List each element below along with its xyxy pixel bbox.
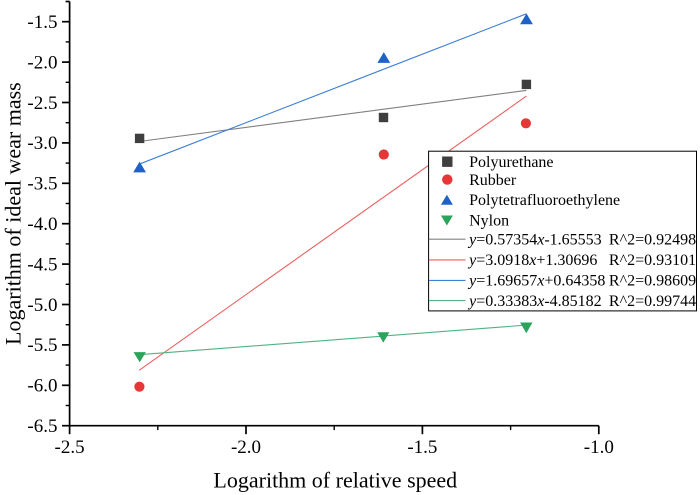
svg-text:R^2=0.93101: R^2=0.93101 [609,252,696,269]
svg-text:y=0.33383x-4.85182: y=0.33383x-4.85182 [467,293,602,310]
svg-text:Polytetrafluoroethylene: Polytetrafluoroethylene [469,192,620,209]
svg-text:-2.0: -2.0 [231,437,261,458]
svg-text:Polyurethane: Polyurethane [469,154,553,171]
svg-text:Rubber: Rubber [469,172,517,189]
svg-text:R^2=0.99744: R^2=0.99744 [609,293,696,310]
svg-text:-5.0: -5.0 [27,295,57,316]
svg-text:-6.5: -6.5 [27,416,57,437]
svg-text:R^2=0.98609: R^2=0.98609 [609,273,696,290]
svg-text:-1.0: -1.0 [584,437,614,458]
svg-text:-5.5: -5.5 [27,335,57,356]
svg-text:-6.0: -6.0 [27,376,57,397]
svg-text:y=0.57354x-1.65553: y=0.57354x-1.65553 [467,232,602,249]
svg-text:-2.5: -2.5 [55,437,85,458]
svg-text:-4.0: -4.0 [27,214,57,235]
svg-text:-3.5: -3.5 [27,174,57,195]
svg-text:-2.0: -2.0 [27,52,57,73]
svg-text:y=1.69657x+0.64358: y=1.69657x+0.64358 [467,273,605,290]
svg-text:Nylon: Nylon [469,213,509,230]
svg-text:-2.5: -2.5 [27,93,57,114]
svg-text:R^2=0.92498: R^2=0.92498 [609,232,696,249]
svg-text:Logarithm of relative speed: Logarithm of relative speed [213,468,457,493]
svg-text:-1.5: -1.5 [407,437,437,458]
svg-text:-1.5: -1.5 [27,12,57,33]
svg-text:y=3.0918x+1.30696: y=3.0918x+1.30696 [467,252,597,269]
svg-text:Logarithm of ideal wear mass: Logarithm of ideal wear mass [1,82,26,345]
svg-text:-3.0: -3.0 [27,133,57,154]
svg-text:-4.5: -4.5 [27,254,57,275]
